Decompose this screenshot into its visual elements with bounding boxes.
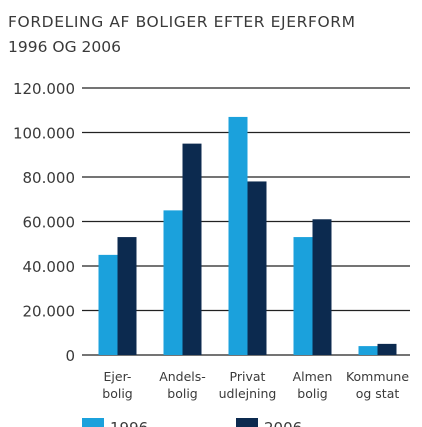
legend-swatch [82,418,104,427]
x-tick-line: Kommune [346,369,409,384]
x-tick-line: bolig [102,386,132,401]
y-tick-label: 100.000 [13,125,75,143]
y-tick-label: 60.000 [23,214,76,232]
x-tick-line: udlejning [219,386,277,401]
bar [293,237,313,355]
bar [228,116,248,355]
bar [163,210,183,355]
y-tick-label: 0 [65,347,75,365]
y-tick-label: 120.000 [13,80,75,98]
x-tick-line: Almen [293,369,333,384]
x-tick-line: og stat [356,386,400,401]
bar [312,219,332,355]
bar [182,143,202,355]
x-tick-label: Privat udlejning [219,369,277,401]
x-tick-label: Andels-bolig [159,369,206,401]
y-tick-label: 20.000 [23,303,76,321]
bar [377,343,397,355]
bar [247,181,267,355]
bar [358,346,378,355]
x-tick-line: Andels- [159,369,206,384]
x-tick-label: Ejer-bolig [102,369,132,401]
legend-label: 2006 [264,419,302,427]
legend-swatch [236,418,258,427]
chart-subtitle: 1996 OG 2006 [8,38,121,56]
x-tick-label: Kommune og stat [346,369,409,401]
chart-title: FORDELING AF BOLIGER EFTER EJERFORM [8,13,356,31]
x-tick-line: bolig [297,386,327,401]
x-tick-label: Almen bolig [293,369,333,401]
x-tick-line: Ejer- [104,369,132,384]
y-tick-label: 80.000 [23,169,76,187]
x-tick-line: bolig [167,386,197,401]
legend-label: 1996 [110,419,148,427]
y-tick-label: 40.000 [23,258,76,276]
bar [98,254,118,355]
x-tick-line: Privat [230,369,266,384]
bar [117,237,137,355]
